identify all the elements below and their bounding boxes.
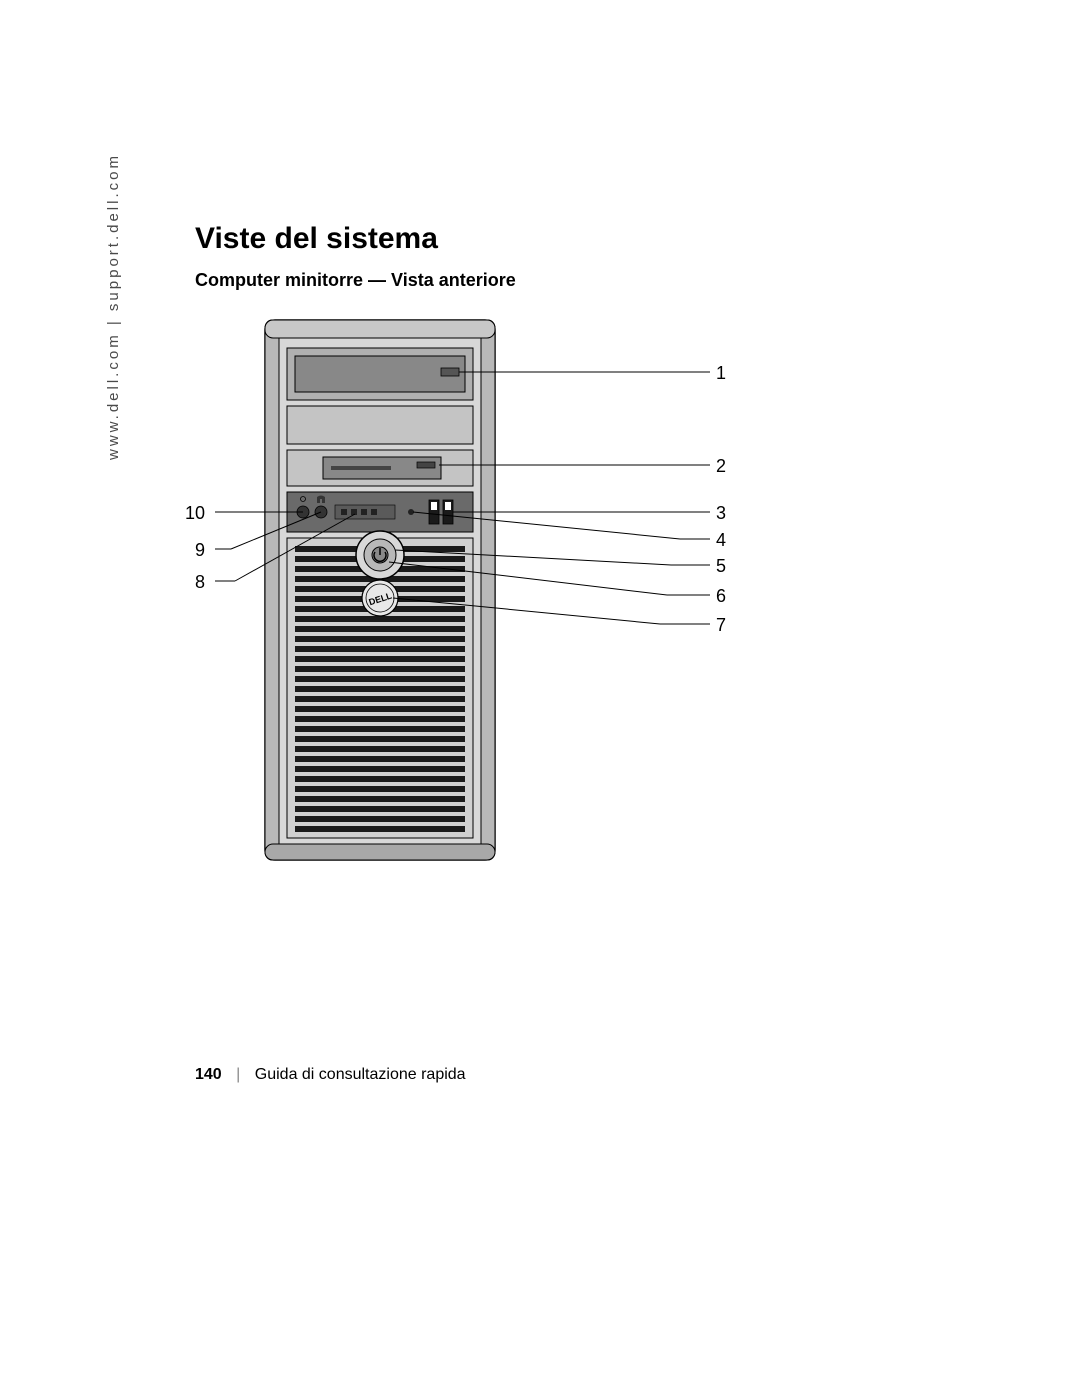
callout-1: 1: [716, 363, 726, 384]
page-subheading: Computer minitorre — Vista anteriore: [195, 270, 516, 291]
system-diagram: DELL 1 2 3 4 5 6 7 10 9 8: [195, 310, 895, 880]
footer-doc-title: Guida di consultazione rapida: [255, 1066, 466, 1083]
callout-6: 6: [716, 586, 726, 607]
page-footer: 140 | Guida di consultazione rapida: [195, 1066, 466, 1084]
callout-8: 8: [195, 572, 205, 593]
page-number: 140: [195, 1066, 222, 1083]
callout-7: 7: [716, 615, 726, 636]
sidebar-url: www.dell.com | support.dell.com: [105, 153, 122, 460]
callout-4: 4: [716, 530, 726, 551]
callout-10: 10: [185, 503, 205, 524]
callout-3: 3: [716, 503, 726, 524]
footer-separator: |: [236, 1066, 240, 1083]
page-heading: Viste del sistema: [195, 222, 438, 256]
callout-9: 9: [195, 540, 205, 561]
callout-5: 5: [716, 556, 726, 577]
callout-2: 2: [716, 456, 726, 477]
